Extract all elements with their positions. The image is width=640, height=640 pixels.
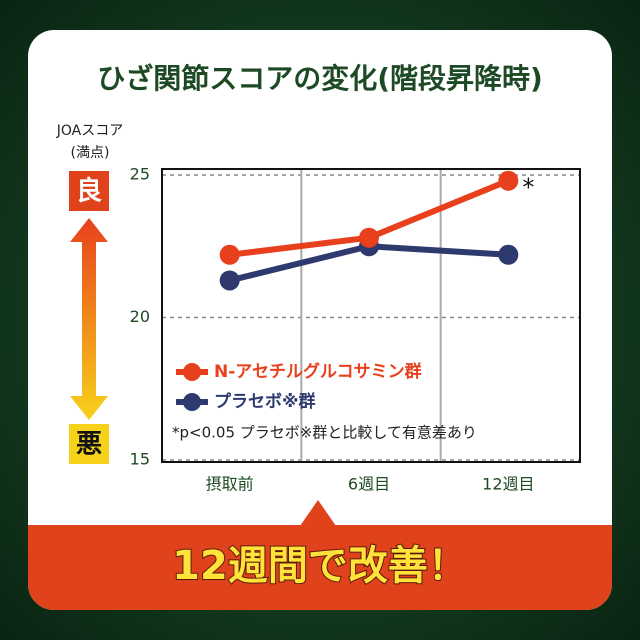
data-point: [359, 227, 379, 248]
bad-label: 悪: [76, 430, 102, 460]
x-tick-label: 6週目: [348, 475, 390, 494]
data-point: [219, 270, 240, 291]
y-tick-label: 15: [130, 450, 150, 469]
y-axis-sublabel: (満点): [71, 145, 110, 161]
data-point: [498, 244, 519, 265]
chart-title: ひざ関節スコアの変化(階段昇降時): [97, 62, 543, 95]
y-axis-label: JOAスコア: [56, 123, 123, 139]
note: *p<0.05 プラセボ※群と比較して有意差あり: [172, 424, 477, 442]
banner-pointer: [300, 500, 336, 526]
y-tick-label: 20: [130, 307, 150, 326]
good-label: 良: [76, 176, 102, 207]
y-tick-label: 25: [130, 165, 150, 184]
annotation: *: [522, 174, 534, 202]
callout: 12週間で改善！: [172, 543, 468, 589]
banner: [28, 525, 612, 610]
scale-arrow: [70, 218, 108, 420]
legend-label: プラセボ※群: [214, 391, 316, 412]
plot-frame: [161, 168, 581, 463]
x-tick-label: 12週目: [482, 475, 534, 494]
legend-marker: [183, 393, 201, 411]
good-box: [69, 171, 109, 211]
data-point: [498, 170, 519, 191]
legend-marker: [183, 363, 201, 381]
bad-box: [69, 424, 109, 464]
x-tick-label: 摂取前: [206, 475, 254, 494]
data-point: [219, 244, 240, 265]
legend-label: N-アセチルグルコサミン群: [214, 361, 422, 382]
